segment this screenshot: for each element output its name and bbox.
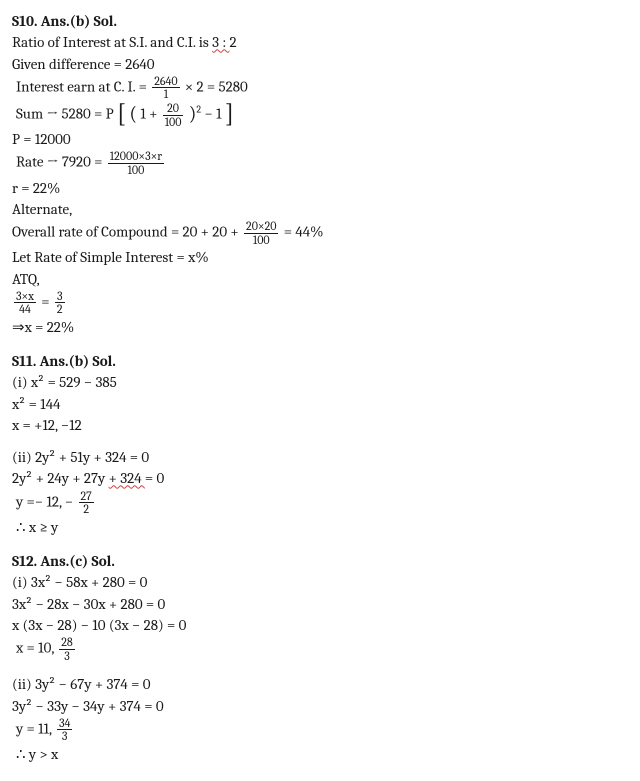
fraction: 3×x 44	[14, 290, 36, 316]
s10-heading: S10. Ans.(b) Sol.	[12, 11, 628, 31]
solution-s12: S12. Ans.(c) Sol. (i) 3x² − 58x + 280 = …	[12, 551, 628, 764]
numerator: 28	[59, 636, 74, 650]
s10-l9: Overall rate of Compound = 20 + 20 + 20×…	[12, 220, 628, 246]
s10-l2: Given difference = 2640	[12, 54, 628, 74]
text: =	[41, 292, 53, 310]
text: = 44%	[284, 223, 324, 241]
denominator: 44	[14, 303, 36, 316]
text: y =− 12, −	[16, 492, 73, 510]
text: y = 11,	[16, 719, 55, 737]
text: × 2 = 5280	[185, 77, 248, 95]
blank-line	[12, 436, 628, 446]
paren-open: (	[129, 104, 137, 124]
text: Sum → 5280 = P	[16, 105, 117, 123]
solutions-page: S10. Ans.(b) Sol. Ratio of Interest at S…	[0, 0, 640, 781]
text: Interest earn at C. I. =	[16, 77, 150, 95]
s12-l1: (i) 3x² − 58x + 280 = 0	[12, 572, 628, 592]
denominator: 1	[152, 88, 179, 101]
s12-l6: 3y² − 33y − 34y + 374 = 0	[12, 696, 628, 716]
solution-s11: S11. Ans.(b) Sol. (i) x² = 529 − 385 x² …	[12, 351, 628, 537]
numerator: 27	[79, 490, 94, 504]
blank-line	[12, 663, 628, 673]
denominator: 2	[55, 303, 65, 316]
fraction: 2640 1	[152, 75, 179, 101]
fraction: 20 100	[163, 102, 184, 128]
s11-l6: y =− 12, − 27 2	[12, 490, 628, 516]
s11-l1: (i) x² = 529 − 385	[12, 372, 628, 392]
denominator: 100	[163, 116, 184, 129]
s10-l1: Ratio of Interest at S.I. and C.I. is 3 …	[12, 32, 628, 52]
power: 2	[196, 104, 201, 116]
s12-l3: x (3x − 28) − 10 (3x − 28) = 0	[12, 615, 628, 635]
fraction: 3 2	[55, 290, 65, 316]
fraction: 28 3	[59, 636, 74, 662]
denominator: 100	[244, 234, 278, 247]
text: Ratio of Interest at S.I. and C.I. is	[12, 33, 212, 51]
text: Overall rate of Compound = 20 + 20 +	[12, 223, 242, 241]
text: x = 10,	[16, 639, 57, 657]
numerator: 20	[163, 102, 184, 116]
s10-l10: Let Rate of Simple Interest = x%	[12, 247, 628, 267]
solution-s10: S10. Ans.(b) Sol. Ratio of Interest at S…	[12, 11, 628, 337]
text: 1 +	[140, 105, 160, 123]
s10-l7: r = 22%	[12, 178, 628, 198]
denominator: 100	[108, 164, 164, 177]
s11-l4: (ii) 2y² + 51y + 324 = 0	[12, 447, 628, 467]
squiggle-text: + 324	[109, 469, 145, 487]
fraction: 34 3	[57, 717, 72, 743]
s12-l8: ∴ y > x	[12, 744, 628, 764]
bracket-open: [	[117, 101, 126, 127]
text: − 1	[204, 105, 221, 123]
fraction: 20×20 100	[244, 220, 278, 246]
s10-l6: Rate → 7920 = 12000×3×r 100	[12, 150, 628, 176]
s10-l12: 3×x 44 = 3 2	[12, 290, 628, 316]
s12-heading: S12. Ans.(c) Sol.	[12, 551, 628, 571]
numerator: 34	[57, 717, 72, 731]
s10-l4: Sum → 5280 = P [ ( 1 + 20 100 )2 − 1 ]	[12, 102, 628, 128]
numerator: 2640	[152, 75, 179, 89]
paren-close: )	[189, 104, 197, 124]
s10-l13: ⇒x = 22%	[12, 317, 628, 337]
denominator: 3	[57, 730, 72, 743]
s10-l11: ATQ,	[12, 269, 628, 289]
s10-l5: P = 12000	[12, 129, 628, 149]
numerator: 3×x	[14, 290, 36, 304]
s12-l2: 3x² − 28x − 30x + 280 = 0	[12, 594, 628, 614]
denominator: 2	[79, 503, 94, 516]
s11-l2: x² = 144	[12, 394, 628, 414]
fraction: 27 2	[79, 490, 94, 516]
text: Rate → 7920 =	[16, 153, 106, 171]
s10-l3: Interest earn at C. I. = 2640 1 × 2 = 52…	[12, 75, 628, 101]
numerator: 3	[55, 290, 65, 304]
s12-l4: x = 10, 28 3	[12, 636, 628, 662]
s11-l7: ∴ x ≥ y	[12, 517, 628, 537]
numerator: 12000×3×r	[108, 150, 164, 164]
text: 2y² + 24y + 27y	[12, 469, 109, 487]
ratio-squiggle: 3 :	[212, 33, 229, 51]
fraction: 12000×3×r 100	[108, 150, 164, 176]
denominator: 3	[59, 650, 74, 663]
s11-heading: S11. Ans.(b) Sol.	[12, 351, 628, 371]
s11-l3: x = +12, −12	[12, 415, 628, 435]
bracket-close: ]	[225, 101, 234, 127]
s11-l5: 2y² + 24y + 27y + 324 = 0	[12, 468, 628, 488]
s12-l5: (ii) 3y² − 67y + 374 = 0	[12, 674, 628, 694]
s12-l7: y = 11, 34 3	[12, 717, 628, 743]
text: = 0	[145, 469, 164, 487]
s10-l8: Alternate,	[12, 199, 628, 219]
text: 2	[229, 33, 236, 51]
numerator: 20×20	[244, 220, 278, 234]
